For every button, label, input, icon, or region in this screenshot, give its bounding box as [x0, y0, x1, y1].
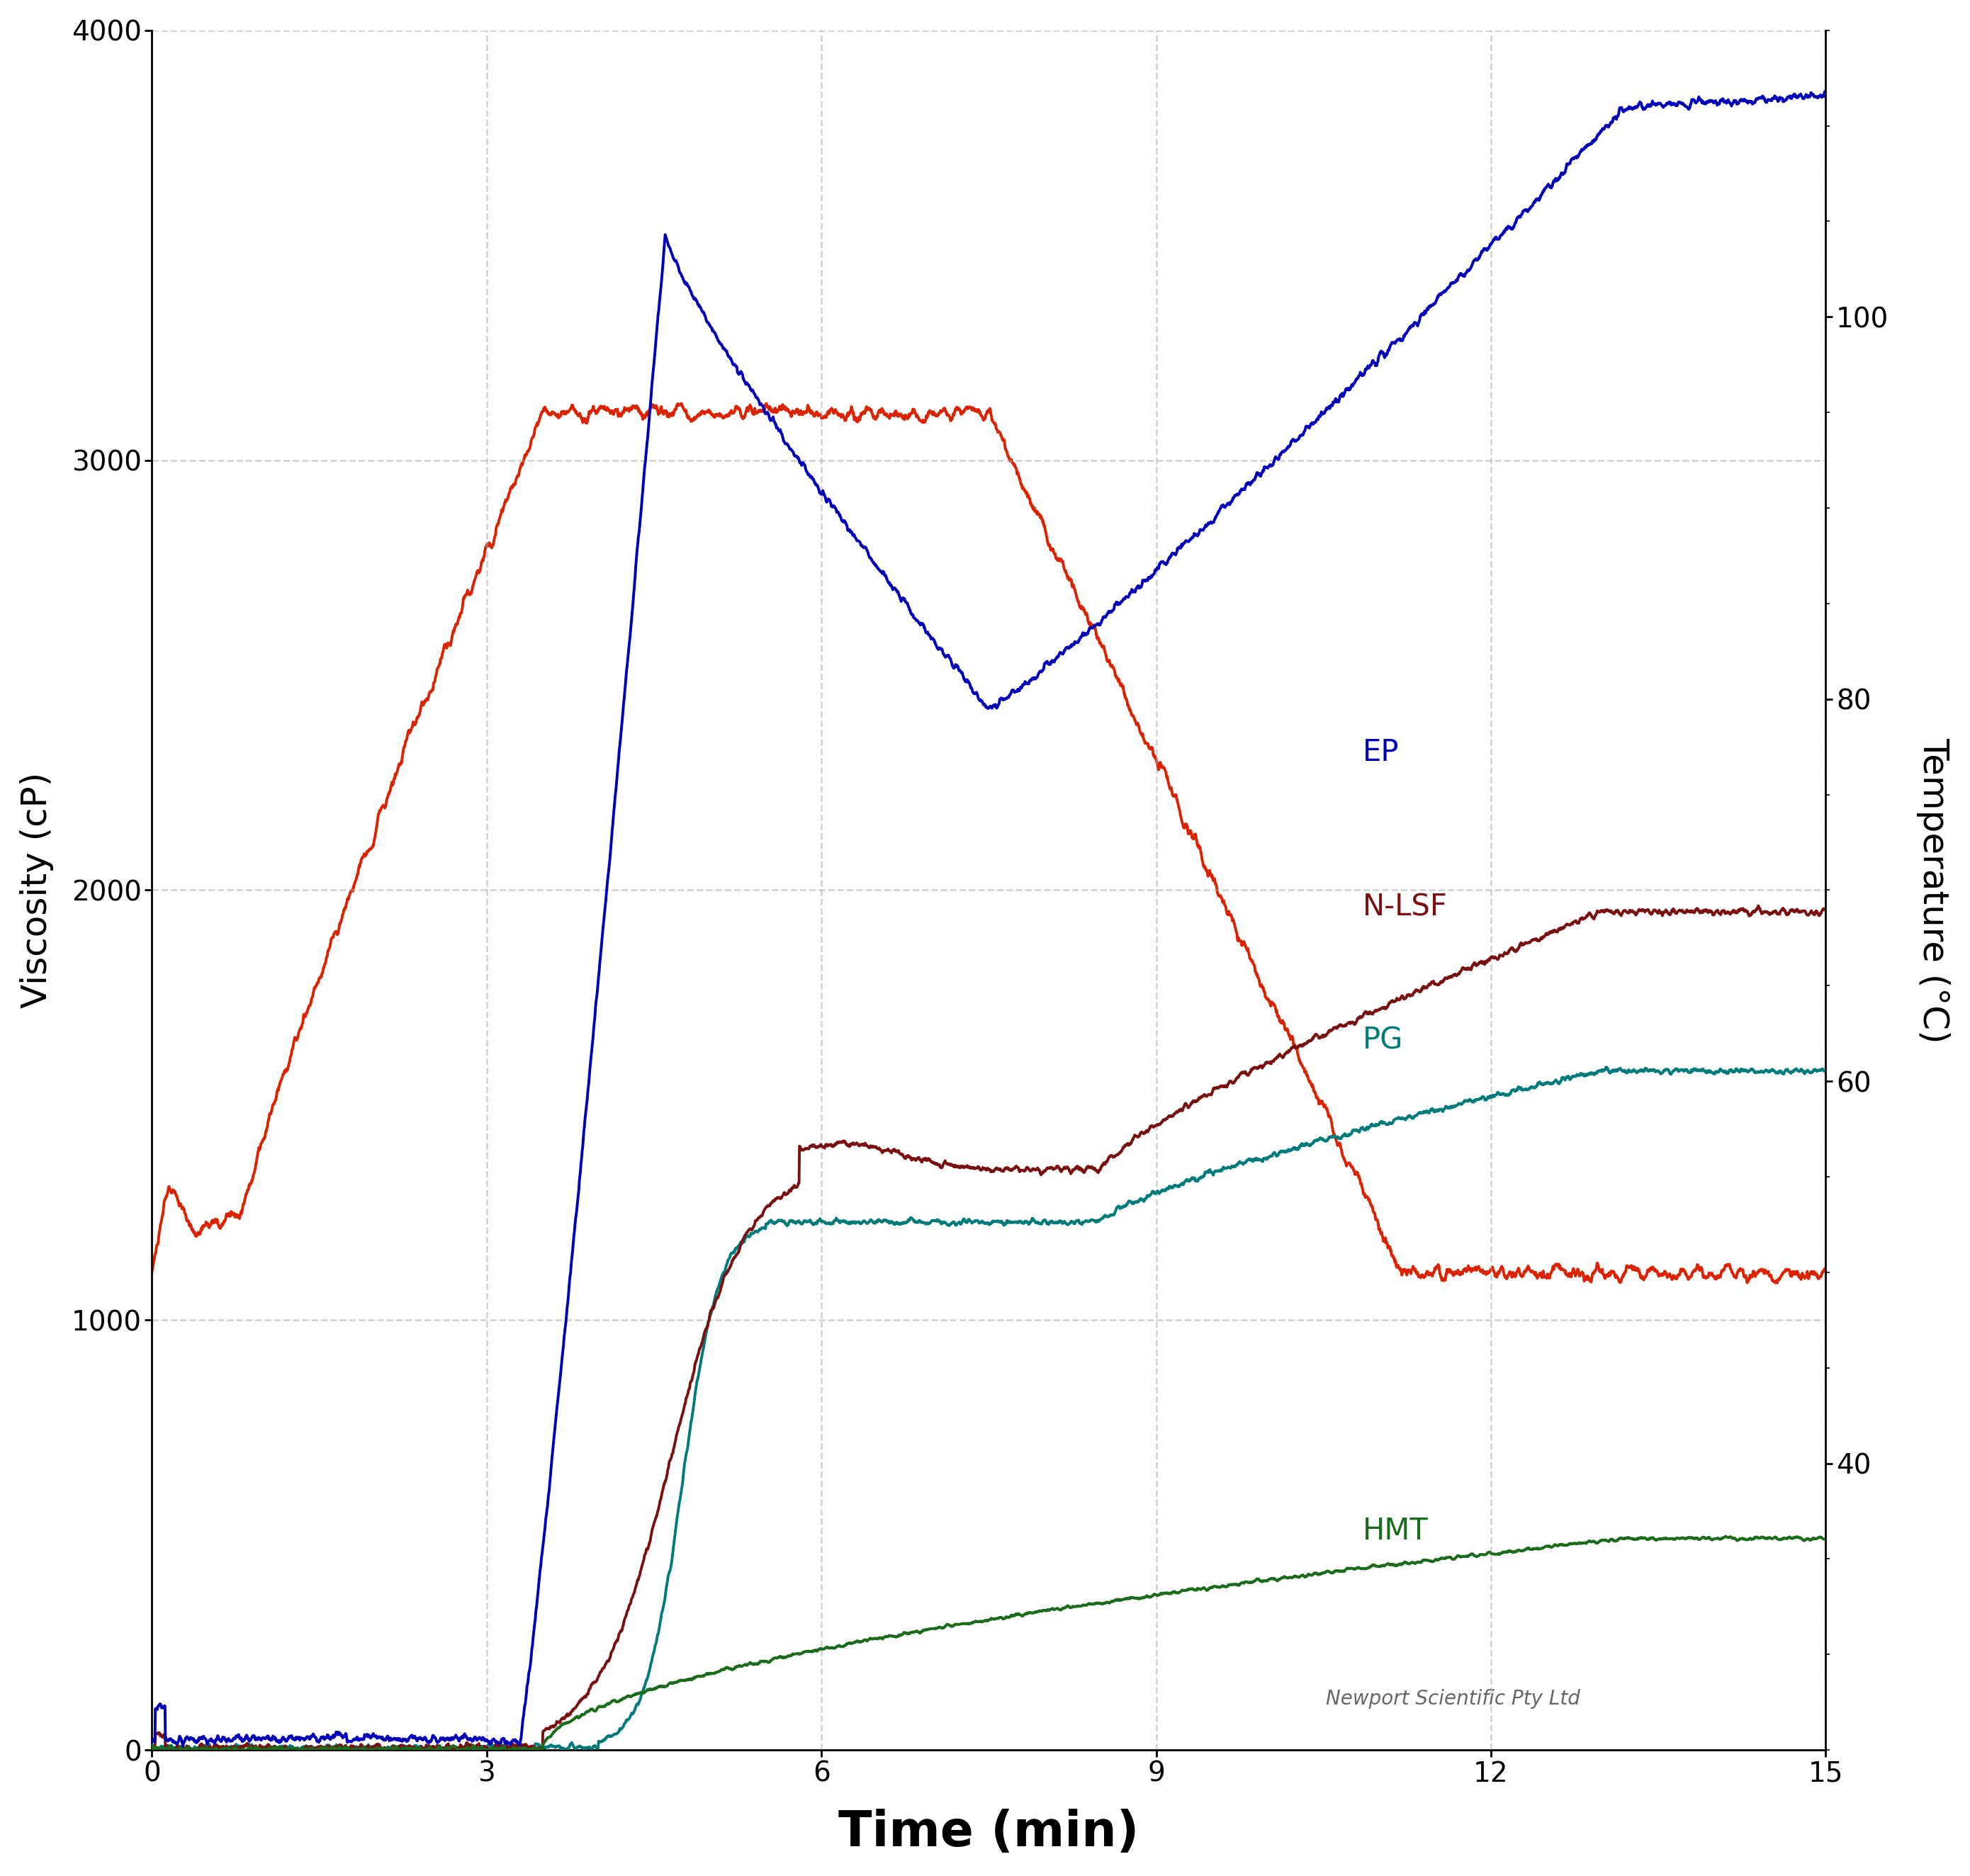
Text: Newport Scientific Pty Ltd: Newport Scientific Pty Ltd: [1326, 1688, 1580, 1709]
X-axis label: Time (min): Time (min): [839, 1808, 1139, 1857]
Y-axis label: Temperature (°C): Temperature (°C): [1917, 737, 1950, 1043]
Y-axis label: Viscosity (cP): Viscosity (cP): [20, 773, 53, 1007]
Text: N-LSF: N-LSF: [1363, 893, 1448, 923]
Text: EP: EP: [1363, 737, 1399, 767]
Text: HMT: HMT: [1363, 1516, 1428, 1546]
Text: PG: PG: [1363, 1026, 1403, 1056]
